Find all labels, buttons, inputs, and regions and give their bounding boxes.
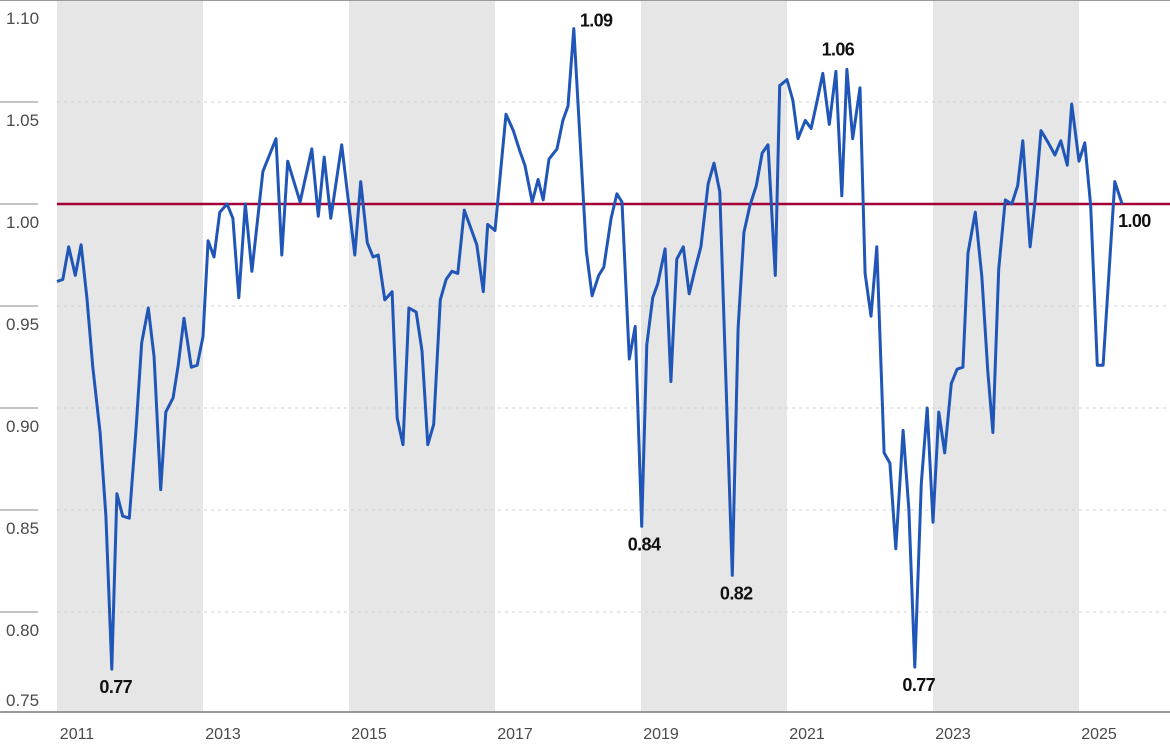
x-tick-label: 2013	[205, 726, 241, 743]
y-tick-label: 0.75	[6, 691, 39, 710]
x-tick-label: 2017	[497, 726, 533, 743]
data-label: 0.77	[99, 677, 132, 697]
x-tick-label: 2025	[1081, 726, 1117, 743]
y-tick-label: 1.05	[6, 111, 39, 130]
data-label: 0.77	[902, 675, 935, 695]
y-tick-label: 1.10	[6, 9, 39, 28]
x-tick-label: 2023	[935, 726, 971, 743]
x-tick-label: 2015	[351, 726, 387, 743]
y-tick-label: 0.80	[6, 621, 39, 640]
gridlines	[0, 0, 1170, 613]
series-group	[56, 27, 1124, 671]
x-axis: 2011 2013 2015 2017 2019 2021 2023 2025	[0, 711, 1170, 743]
shaded-period	[57, 0, 203, 712]
y-tick-label: 0.90	[6, 417, 39, 436]
x-tick-label: 2011	[60, 726, 95, 743]
annotations: 0.77 1.09 0.84 0.82 1.06 0.77 1.00	[99, 11, 1151, 698]
data-label: 0.82	[720, 583, 753, 603]
y-tick-label: 0.95	[6, 315, 39, 334]
y-tick-label: 0.85	[6, 519, 39, 538]
y-tick-label: 1.00	[6, 213, 39, 232]
data-label: 1.09	[580, 11, 613, 31]
shaded-period	[641, 0, 787, 712]
x-tick-label: 2021	[789, 726, 825, 743]
data-label: 1.00	[1118, 211, 1151, 231]
shaded-period	[933, 0, 1079, 712]
data-label: 0.84	[628, 534, 661, 554]
series-line	[56, 27, 1124, 671]
data-label: 1.06	[822, 39, 855, 59]
y-axis: 1.10 1.05 1.00 0.95 0.90 0.85 0.80 0.75	[0, 9, 39, 710]
x-tick-label: 2019	[643, 726, 679, 743]
